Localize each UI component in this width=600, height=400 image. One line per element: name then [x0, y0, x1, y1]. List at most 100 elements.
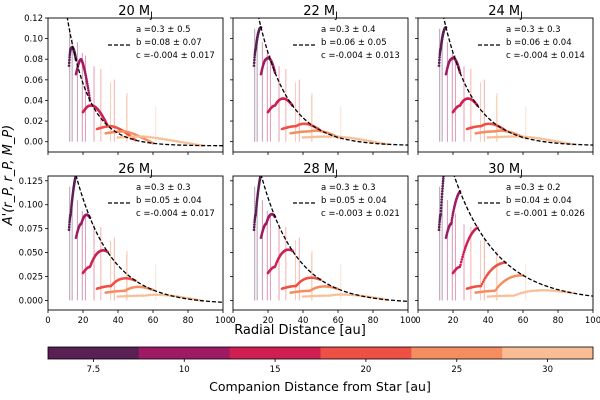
data-point — [304, 295, 307, 298]
x-tick-label: 100 — [215, 316, 231, 326]
data-point — [320, 135, 323, 138]
data-point — [151, 136, 155, 139]
data-point — [491, 294, 494, 298]
data-point — [439, 206, 443, 210]
data-point — [137, 294, 141, 297]
data-point — [123, 294, 127, 298]
x-tick-label: 0 — [415, 316, 420, 326]
data-point — [144, 135, 148, 139]
data-point — [116, 295, 120, 298]
data-point — [552, 139, 555, 143]
data-point — [438, 55, 441, 59]
data-point — [142, 135, 145, 138]
data-point — [133, 135, 136, 138]
data-point — [442, 173, 445, 176]
data-point — [489, 295, 492, 298]
data-point — [533, 289, 536, 292]
data-point — [311, 294, 314, 298]
data-point — [443, 170, 446, 173]
x-tick-label: 0 — [45, 316, 50, 326]
data-point — [437, 225, 441, 229]
data-point — [353, 137, 356, 140]
legend-param-b: b =0.06 ± 0.04 — [506, 38, 572, 48]
data-point — [450, 218, 454, 222]
data-point — [252, 228, 256, 232]
data-point — [68, 58, 71, 62]
data-point — [460, 258, 464, 261]
colorbar-segment — [320, 347, 412, 359]
data-point — [355, 137, 358, 141]
data-point — [437, 64, 441, 67]
data-point — [255, 204, 258, 208]
data-point — [322, 135, 326, 138]
data-point — [322, 294, 326, 297]
panel-frame — [47, 17, 224, 153]
data-point — [186, 141, 190, 145]
data-point — [184, 141, 187, 145]
data-point — [503, 294, 506, 298]
data-point — [441, 184, 444, 188]
data-point — [308, 135, 312, 139]
data-point — [311, 135, 314, 139]
data-point — [444, 152, 447, 155]
data-point — [438, 223, 441, 226]
data-point — [538, 289, 541, 292]
legend-param-a: a =0.3 ± 0.3 — [506, 25, 561, 35]
colorbar-segment — [411, 347, 503, 359]
data-point — [86, 86, 90, 90]
data-point — [175, 139, 178, 143]
data-point — [327, 294, 330, 297]
panel-title: 22 MJ — [303, 4, 338, 21]
data-point — [130, 135, 134, 139]
data-point — [438, 220, 441, 224]
data-point — [191, 142, 194, 146]
legend-param-a: a =0.3 ± 0.5 — [136, 25, 191, 35]
data-point — [559, 140, 562, 144]
data-point — [121, 135, 124, 139]
data-point — [479, 284, 483, 288]
panel-title: 24 MJ — [488, 4, 523, 21]
x-tick-label: 20 — [448, 316, 459, 326]
data-point — [253, 58, 256, 62]
data-point — [517, 292, 520, 296]
data-point — [179, 140, 183, 144]
y-tick-label: 0.025 — [19, 273, 43, 283]
legend-param-b: b =0.05 ± 0.04 — [321, 196, 387, 206]
data-point — [480, 282, 484, 286]
data-point — [486, 136, 490, 139]
data-point — [450, 221, 453, 224]
data-point — [514, 293, 518, 297]
data-point — [168, 294, 171, 297]
data-point — [505, 135, 508, 138]
data-point — [458, 265, 462, 269]
panel-24-mj: 24 MJ a =0.3 ± 0.3 b =0.06 ± 0.04 c =-0.004… — [415, 4, 594, 155]
data-point — [254, 208, 258, 212]
x-tick-label: 40 — [113, 316, 124, 326]
data-point — [481, 280, 485, 284]
data-point — [542, 288, 546, 292]
y-axis-label: A'(r_P, r_P, M_P) — [1, 125, 16, 226]
data-point — [357, 137, 361, 141]
plot-area — [252, 18, 408, 146]
colorbar-tick-label: 15 — [270, 365, 281, 375]
data-point — [84, 75, 88, 79]
data-point — [165, 138, 169, 141]
panel-grid: 0.00 0.02 0.04 0.06 0.08 0.10 0.12 20 MJ a =0.3 … — [19, 4, 600, 326]
colorbar-tick-label: 20 — [361, 365, 372, 375]
colorbar-tick-label: 7.5 — [87, 365, 101, 375]
data-point — [306, 135, 309, 139]
data-point — [315, 294, 319, 298]
data-point — [151, 293, 155, 297]
data-point — [343, 135, 347, 139]
colorbar-segment — [502, 347, 594, 359]
data-point — [70, 206, 73, 210]
data-point — [531, 289, 534, 293]
data-point — [68, 55, 71, 59]
x-tick-label: 80 — [368, 316, 379, 326]
plot-area — [66, 18, 223, 147]
data-point — [119, 295, 122, 298]
data-point — [252, 61, 256, 65]
data-point — [154, 293, 157, 297]
plot-area — [437, 18, 593, 146]
y-tick-label: 0.100 — [19, 201, 43, 211]
